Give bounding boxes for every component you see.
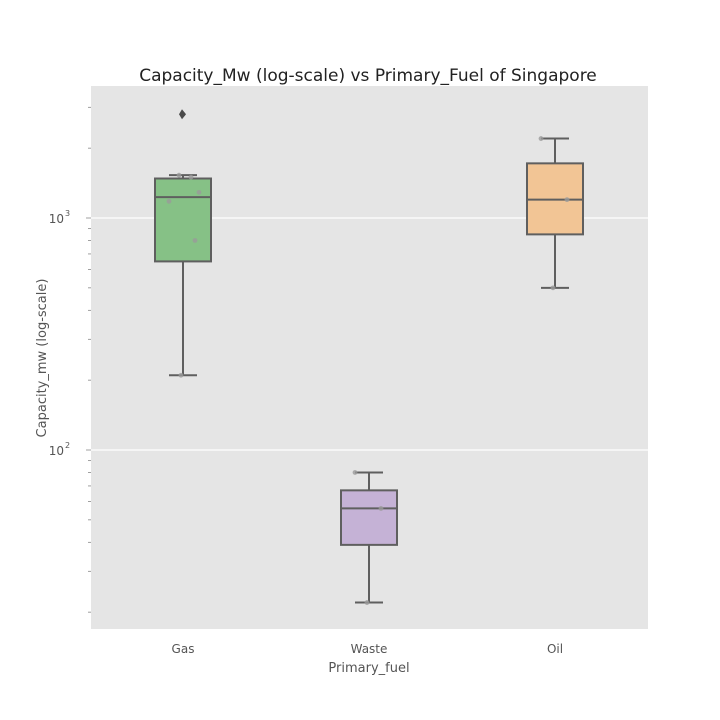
x-tick-label-waste: Waste <box>351 642 388 656</box>
y-tick-exponent: 3 <box>65 209 70 218</box>
y-tick-base: 10 <box>49 212 64 226</box>
data-point <box>564 197 570 203</box>
data-point <box>196 189 202 195</box>
y-tick-exponent: 2 <box>65 441 70 450</box>
interquartile-box <box>154 177 212 263</box>
y-tick-label-100: 10 2 <box>49 441 70 458</box>
box-gas <box>154 109 212 378</box>
data-point <box>178 372 184 378</box>
x-tick-label-gas: Gas <box>172 642 195 656</box>
box-oil <box>526 136 584 291</box>
data-point <box>188 174 194 180</box>
x-axis-label: Primary_fuel <box>328 661 409 676</box>
data-point <box>352 470 358 475</box>
box-waste <box>340 470 398 605</box>
y-axis-label: Capacity_mw (log-scale) <box>35 279 50 438</box>
data-point <box>192 238 198 243</box>
x-axis-ticks: Gas Waste Oil <box>172 642 564 656</box>
y-tick-label-1000: 10 3 <box>49 209 70 226</box>
data-point <box>538 136 544 141</box>
data-point <box>550 285 556 291</box>
data-point <box>166 198 172 204</box>
y-tick-base: 10 <box>49 444 64 458</box>
data-point <box>364 600 370 605</box>
boxes <box>154 109 584 605</box>
data-point <box>176 172 182 178</box>
chart-title: Capacity_Mw (log-scale) vs Primary_Fuel … <box>139 66 597 86</box>
interquartile-box <box>340 489 398 546</box>
outlier-marker <box>179 109 186 120</box>
x-tick-label-oil: Oil <box>547 642 563 656</box>
data-point <box>378 506 384 511</box>
